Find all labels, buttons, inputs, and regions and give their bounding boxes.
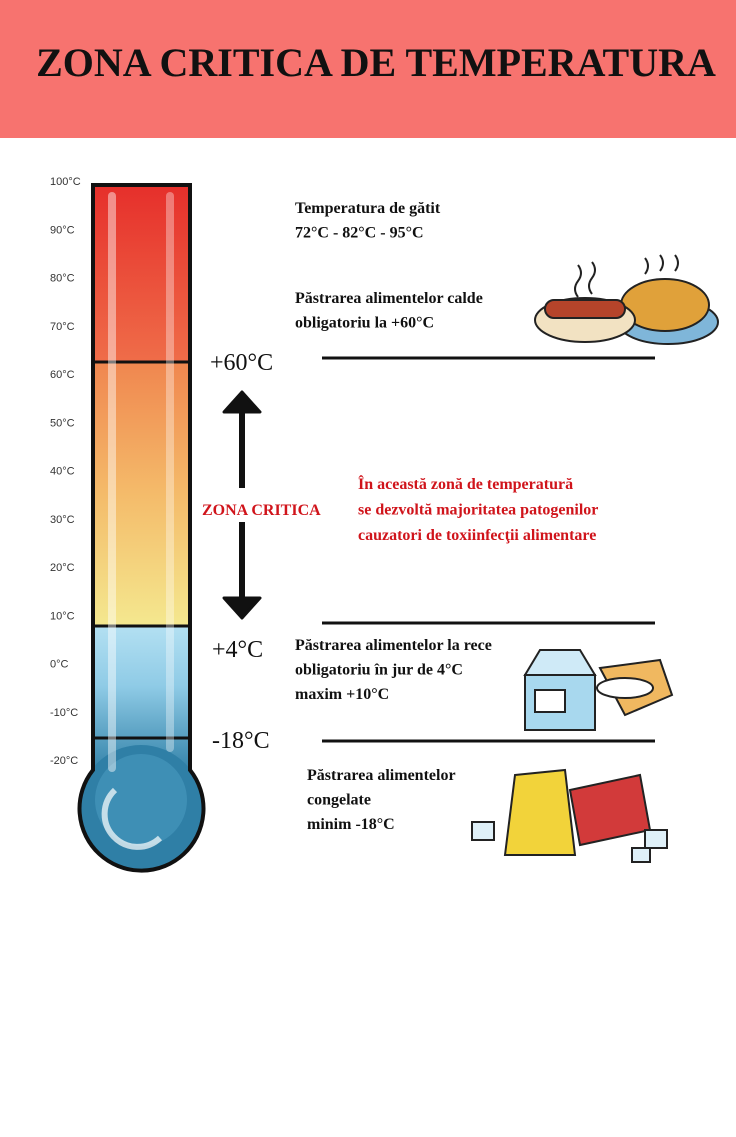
note-line: Temperatura de gătit [295, 200, 441, 217]
note-line: maxim +10°C [295, 686, 389, 703]
note-line: Păstrarea alimentelor la rece [295, 637, 492, 654]
scale-label: 90°C [50, 224, 75, 236]
scale: 100°C 90°C 80°C 70°C 60°C 50°C 40°C 30°C 20°C 10°… [50, 176, 81, 767]
note-line: 72°C - 82°C - 95°C [295, 225, 424, 242]
marker-hot: +60°C [210, 350, 273, 376]
scale-label: 100°C [50, 176, 81, 188]
zone-description-line: cauzatori de toxiinfecţii alimentare [358, 527, 596, 544]
scale-label: 30°C [50, 514, 75, 526]
note-line: obligatoriu la +60°C [295, 315, 434, 332]
title: ZONA CRITICA DE TEMPERATURA [36, 40, 716, 85]
zone-label: ZONA CRITICA [202, 502, 321, 519]
note-line: Păstrarea alimentelor calde [295, 290, 483, 307]
zone-description-line: În această zonă de temperatură [358, 474, 573, 493]
scale-label: 70°C [50, 321, 75, 333]
scale-label: 50°C [50, 417, 75, 429]
scale-label: 10°C [50, 610, 75, 622]
marker-frozen: -18°C [212, 728, 270, 754]
scale-label: 20°C [50, 562, 75, 574]
thermometer [77, 183, 206, 873]
header-band [0, 0, 736, 138]
frozen-food-icon [471, 768, 668, 863]
note-line: minim -18°C [307, 816, 395, 833]
zone-description: În această zonă de temperatură se dezvolt… [358, 474, 598, 544]
scale-label: 0°C [50, 659, 69, 671]
hot-food-icon [534, 254, 719, 345]
arrows [222, 390, 262, 620]
scale-label: 40°C [50, 466, 75, 478]
scale-label: -20°C [50, 755, 78, 767]
marker-cold: +4°C [212, 637, 263, 663]
zone-description-line: se dezvoltă majoritatea patogenilor [358, 502, 598, 519]
note-line: Păstrarea alimentelor [307, 767, 456, 784]
notes: Temperatura de gătit 72°C - 82°C - 95°C Pă… [295, 200, 492, 833]
note-line: obligatoriu în jur de 4°C [295, 662, 463, 679]
note-line: congelate [307, 792, 371, 809]
cold-food-icon [523, 649, 674, 731]
scale-label: -10°C [50, 707, 78, 719]
scale-label: 60°C [50, 369, 75, 381]
scale-label: 80°C [50, 273, 75, 285]
